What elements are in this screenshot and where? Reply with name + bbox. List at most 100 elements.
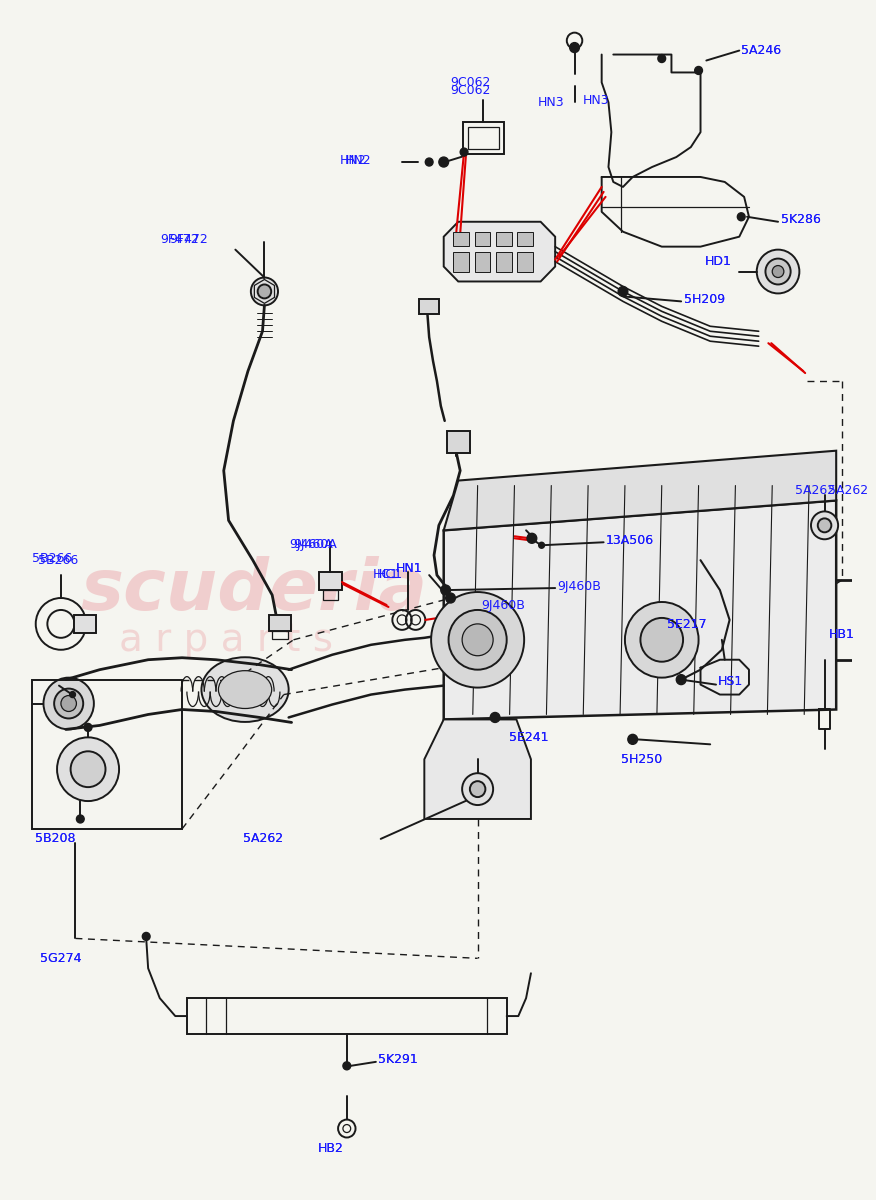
Text: 5K291: 5K291 — [378, 1054, 418, 1067]
Bar — [519, 512, 550, 545]
Text: 13A506: 13A506 — [605, 534, 653, 547]
Bar — [187, 998, 506, 1034]
Text: HB2: HB2 — [318, 1142, 343, 1154]
Bar — [518, 252, 533, 271]
Text: 5B208: 5B208 — [35, 833, 75, 845]
Text: HD1: HD1 — [704, 256, 731, 268]
Text: 9J460B: 9J460B — [557, 580, 601, 593]
Circle shape — [628, 734, 638, 744]
Bar — [269, 614, 291, 631]
Circle shape — [142, 932, 150, 941]
Text: 5A262: 5A262 — [244, 833, 283, 845]
Bar — [322, 590, 338, 600]
Ellipse shape — [201, 658, 289, 722]
Circle shape — [491, 713, 500, 722]
Circle shape — [439, 157, 449, 167]
Circle shape — [431, 592, 524, 688]
Bar — [645, 577, 676, 610]
Circle shape — [460, 148, 468, 156]
Text: HN1: HN1 — [396, 562, 423, 575]
Circle shape — [61, 696, 76, 712]
Bar — [676, 480, 708, 512]
Text: 9F472: 9F472 — [169, 233, 208, 246]
Text: 9J460A: 9J460A — [290, 538, 334, 551]
Text: 5H209: 5H209 — [684, 293, 725, 306]
Text: HN3: HN3 — [583, 94, 609, 107]
Bar — [454, 252, 469, 271]
Text: 9C062: 9C062 — [450, 76, 491, 89]
Circle shape — [251, 277, 278, 305]
Circle shape — [446, 593, 456, 602]
Text: a r p a r t s: a r p a r t s — [119, 620, 333, 659]
Bar — [420, 299, 439, 314]
Bar — [550, 480, 582, 512]
Circle shape — [44, 678, 94, 730]
Text: 9F472: 9F472 — [159, 233, 199, 246]
Text: HC1: HC1 — [377, 568, 403, 581]
Text: HC1: HC1 — [373, 568, 399, 581]
Circle shape — [54, 689, 83, 719]
Circle shape — [76, 815, 84, 823]
Bar — [613, 480, 645, 512]
Text: HS1: HS1 — [718, 676, 743, 688]
Text: HB2: HB2 — [318, 1142, 343, 1154]
Circle shape — [527, 533, 537, 544]
Text: 5G274: 5G274 — [39, 952, 81, 965]
Bar — [32, 679, 182, 829]
Circle shape — [625, 602, 698, 678]
Circle shape — [757, 250, 800, 294]
Bar — [708, 512, 739, 545]
Text: 5A246: 5A246 — [741, 44, 781, 58]
Bar — [487, 480, 519, 512]
Circle shape — [441, 586, 450, 595]
Circle shape — [449, 610, 506, 670]
Circle shape — [695, 66, 703, 74]
Bar — [447, 431, 470, 452]
Text: 5A246: 5A246 — [741, 44, 781, 58]
Bar — [613, 545, 645, 577]
Circle shape — [738, 212, 745, 221]
Polygon shape — [424, 720, 531, 818]
Circle shape — [71, 751, 105, 787]
Circle shape — [811, 511, 838, 539]
Bar — [463, 122, 504, 154]
Circle shape — [539, 542, 545, 548]
Text: 5E241: 5E241 — [509, 731, 548, 744]
Text: HB1: HB1 — [829, 629, 854, 641]
Circle shape — [640, 618, 683, 661]
Text: 5B266: 5B266 — [32, 552, 72, 565]
Polygon shape — [444, 500, 837, 720]
Bar — [468, 127, 499, 149]
Circle shape — [818, 518, 831, 533]
Text: 5H209: 5H209 — [684, 293, 725, 306]
Circle shape — [676, 674, 686, 685]
Text: 5E217: 5E217 — [667, 618, 706, 631]
Text: 5A262: 5A262 — [244, 833, 283, 845]
Ellipse shape — [218, 671, 272, 708]
Bar — [74, 614, 95, 632]
Text: 5A262: 5A262 — [829, 484, 869, 497]
Text: 5B208: 5B208 — [35, 833, 75, 845]
Bar — [519, 577, 550, 610]
Text: 5B266: 5B266 — [38, 553, 78, 566]
Text: 5H250: 5H250 — [621, 752, 662, 766]
Bar — [518, 232, 533, 246]
Text: 9J460B: 9J460B — [482, 600, 526, 612]
Bar — [645, 512, 676, 545]
Bar — [319, 572, 342, 590]
Polygon shape — [444, 222, 555, 282]
Bar — [487, 545, 519, 577]
Circle shape — [426, 158, 433, 166]
Text: 9C062: 9C062 — [450, 84, 491, 97]
Bar — [582, 577, 613, 610]
Circle shape — [766, 258, 791, 284]
Bar — [272, 631, 287, 638]
Text: 9J460A: 9J460A — [293, 538, 337, 551]
Text: 5K286: 5K286 — [781, 214, 821, 227]
Circle shape — [463, 773, 493, 805]
Text: HS1: HS1 — [718, 676, 743, 688]
Text: 13A506: 13A506 — [605, 534, 653, 547]
Polygon shape — [444, 451, 837, 530]
Text: HN2: HN2 — [344, 154, 371, 167]
Bar — [454, 232, 469, 246]
